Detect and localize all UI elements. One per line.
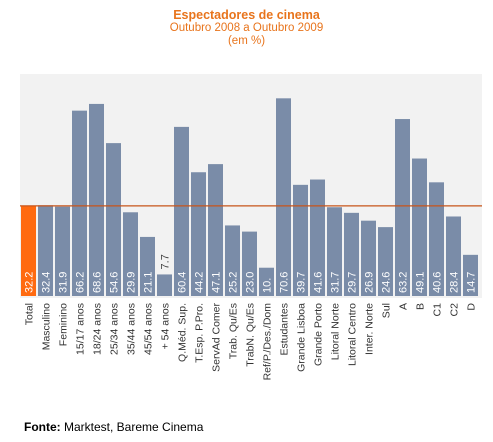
bar-q-med-sup bbox=[174, 126, 189, 296]
bar-a bbox=[395, 119, 410, 296]
category-label-45-54-anos: 45/54 anos bbox=[143, 303, 155, 355]
bar-trab-qu-es bbox=[225, 225, 240, 296]
bar-servad-comer bbox=[208, 164, 223, 296]
category-label-54-anos: + 54 anos bbox=[160, 303, 172, 349]
category-label-inter-norte: Inter. Norte bbox=[364, 303, 376, 355]
category-label-trab-qu-es: Trab. Qu/Es bbox=[228, 303, 240, 359]
bar-ref-p-des-dom bbox=[259, 267, 274, 296]
bar-masculino bbox=[38, 205, 53, 296]
value-label-54-anos: 7.7 bbox=[160, 254, 172, 269]
bar-total bbox=[21, 205, 36, 296]
category-label-trabn-qu-es: TrabN. Qu/Es bbox=[245, 303, 257, 367]
category-label-35-44-anos: 35/44 anos bbox=[126, 303, 138, 355]
source-note: Fonte: Marktest, Bareme Cinema bbox=[24, 420, 203, 434]
bars bbox=[21, 98, 478, 296]
value-label-45-54-anos: 21.1 bbox=[143, 272, 155, 293]
category-label-grande-porto: Grande Porto bbox=[313, 303, 325, 366]
category-label-masculino: Masculino bbox=[41, 303, 53, 350]
bar-15-17-anos bbox=[72, 110, 87, 296]
bar-c2 bbox=[446, 216, 461, 296]
category-label-15-17-anos: 15/17 anos bbox=[75, 303, 87, 355]
source-text: Marktest, Bareme Cinema bbox=[64, 420, 204, 434]
value-labels: 32.2 32.4 31.9 66.2 68.6 54.6 29.9 21.1 7.7 60.4 4… bbox=[24, 254, 478, 293]
value-label-inter-norte: 26.9 bbox=[364, 272, 376, 293]
category-label-25-34-anos: 25/34 anos bbox=[109, 303, 121, 355]
bar-grande-lisboa bbox=[293, 184, 308, 296]
value-label-sul: 24.6 bbox=[381, 272, 393, 293]
value-label-trab-qu-es: 25.2 bbox=[228, 272, 240, 293]
source-label: Fonte: bbox=[24, 420, 61, 434]
value-label-35-44-anos: 29.9 bbox=[126, 272, 138, 293]
category-label-litoral-centro: Litoral Centro bbox=[347, 303, 359, 366]
value-label-servad-comer: 47.1 bbox=[211, 272, 223, 293]
bar-trabn-qu-es bbox=[242, 231, 257, 296]
category-labels: Total Masculino Feminino 15/17 anos 18/24 an… bbox=[24, 303, 478, 381]
value-label-15-17-anos: 66.2 bbox=[75, 272, 87, 293]
bar-25-34-anos bbox=[106, 143, 121, 296]
bar-litoral-norte bbox=[327, 207, 342, 296]
category-label-d: D bbox=[466, 303, 478, 311]
bar-45-54-anos bbox=[140, 236, 155, 296]
value-label-litoral-centro: 29.7 bbox=[347, 272, 359, 293]
bar-d bbox=[463, 254, 478, 296]
value-label-masculino: 32.4 bbox=[41, 272, 53, 293]
bar-inter-norte bbox=[361, 220, 376, 296]
category-label-grande-lisboa: Grande Lisboa bbox=[296, 303, 308, 372]
value-label-c2: 28.4 bbox=[449, 272, 461, 293]
bar-grande-porto bbox=[310, 179, 325, 296]
value-label-a: 63.2 bbox=[398, 272, 410, 293]
bar-18-24-anos bbox=[89, 103, 104, 296]
category-label-18-24-anos: 18/24 anos bbox=[92, 303, 104, 355]
value-label-ref-p-des-dom: 10. bbox=[262, 278, 274, 293]
value-label-25-34-anos: 54.6 bbox=[109, 272, 121, 293]
value-label-estudantes: 70.6 bbox=[279, 272, 291, 293]
bar-feminino bbox=[55, 206, 70, 296]
value-label-c1: 40.6 bbox=[432, 272, 444, 293]
category-label-feminino: Feminino bbox=[58, 303, 70, 346]
category-label-c1: C1 bbox=[432, 303, 444, 317]
value-label-q-med-sup: 60.4 bbox=[177, 272, 189, 293]
value-label-litoral-norte: 31.7 bbox=[330, 272, 342, 293]
category-label-litoral-norte: Litoral Norte bbox=[330, 303, 342, 360]
value-label-total: 32.2 bbox=[24, 272, 36, 293]
category-label-servad-comer: ServAd Comer bbox=[211, 303, 223, 372]
bar-estudantes bbox=[276, 98, 291, 296]
category-label-total: Total bbox=[24, 303, 36, 325]
chart-unit-label: (em %) bbox=[227, 35, 266, 47]
category-label-a: A bbox=[398, 303, 410, 310]
category-label-t-esp-p-pro: T.Esp. P.Pro. bbox=[194, 303, 206, 363]
category-label-q-med-sup: Q.Méd. Sup. bbox=[177, 303, 189, 362]
category-label-sul: Sul bbox=[381, 303, 393, 318]
bar-t-esp-p-pro bbox=[191, 172, 206, 296]
value-label-grande-porto: 41.6 bbox=[313, 272, 325, 293]
bar-sul bbox=[378, 227, 393, 296]
category-label-b: B bbox=[415, 303, 427, 310]
chart-titles: Espectadores de cinema Outubro 2008 a Ou… bbox=[0, 8, 493, 48]
category-label-c2: C2 bbox=[449, 303, 461, 317]
bar-b bbox=[412, 158, 427, 296]
value-label-18-24-anos: 68.6 bbox=[92, 272, 104, 293]
bar-litoral-centro bbox=[344, 212, 359, 296]
bar-c1 bbox=[429, 182, 444, 296]
value-label-d: 14.7 bbox=[466, 272, 478, 293]
value-label-t-esp-p-pro: 44.2 bbox=[194, 272, 206, 293]
bar-35-44-anos bbox=[123, 212, 138, 296]
value-label-feminino: 31.9 bbox=[58, 272, 70, 293]
value-label-grande-lisboa: 39.7 bbox=[296, 272, 308, 293]
value-label-b: 49.1 bbox=[415, 272, 427, 293]
chart-subtitle: Outubro 2008 a Outubro 2009 bbox=[169, 22, 324, 34]
category-label-estudantes: Estudantes bbox=[279, 303, 291, 356]
value-label-trabn-qu-es: 23.0 bbox=[245, 272, 257, 293]
chart-title: Espectadores de cinema bbox=[173, 8, 320, 22]
bar-54-anos bbox=[157, 274, 172, 296]
category-label-ref-p-des-dom: Ref/P./Des./Dom bbox=[262, 303, 274, 381]
